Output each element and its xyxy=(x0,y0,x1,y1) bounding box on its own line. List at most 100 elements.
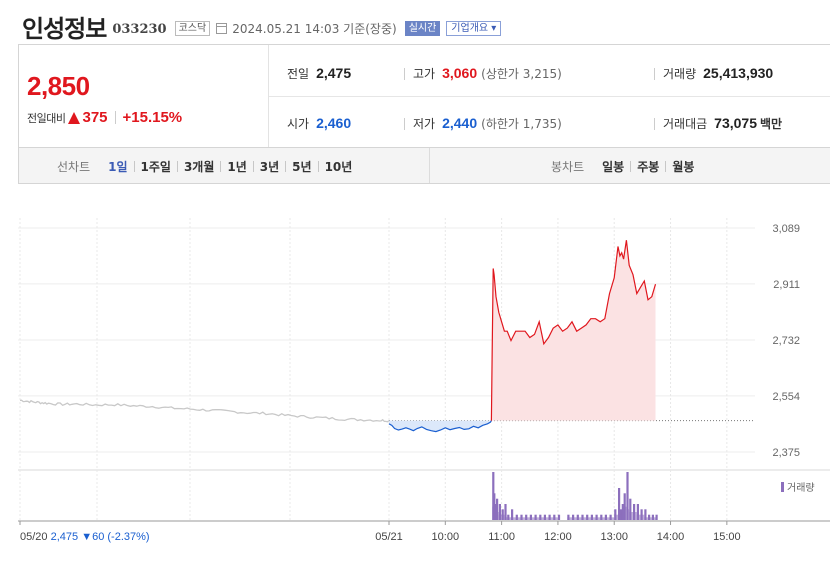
volume-bar xyxy=(501,514,505,520)
down-arrow-icon: ▼ xyxy=(81,531,92,543)
x-tick-label: 11:00 xyxy=(488,531,515,543)
tab-candle-0[interactable]: 일봉 xyxy=(602,159,625,174)
upper-limit: (상한가 3,215) xyxy=(481,67,562,81)
tab-line-period-1[interactable]: 1주일 xyxy=(140,159,171,174)
volume-bar xyxy=(511,517,516,520)
volume-bar xyxy=(626,509,630,520)
volume-bar xyxy=(619,509,623,520)
y-tick-label: 3,089 xyxy=(772,223,800,235)
volume-bar xyxy=(590,517,596,520)
volume-bar xyxy=(576,517,582,520)
down-price-line xyxy=(388,420,492,433)
volume-bar xyxy=(567,517,572,520)
chart-grid xyxy=(18,218,830,522)
volume-bar xyxy=(557,514,561,520)
x-tick-label: 13:00 xyxy=(600,531,628,543)
volume-bar xyxy=(496,512,499,520)
stock-code: 033230 xyxy=(112,21,167,37)
trade-amount: 거래대금 73,075 백만 xyxy=(654,115,782,132)
intraday-chart[interactable]: 3,089 2,911 2,732 2,554 2,375 거래량 05/21 10:00… xyxy=(0,190,830,565)
y-tick-label: 2,375 xyxy=(772,447,800,459)
prev-day-date: 05/20 xyxy=(20,531,51,543)
tab-separator xyxy=(133,160,135,172)
up-price-line xyxy=(490,240,657,421)
volume-bar xyxy=(636,504,639,520)
volume-bar xyxy=(494,512,496,520)
tab-line-period-5[interactable]: 5년 xyxy=(292,159,312,174)
volume-bar xyxy=(623,506,627,520)
volume: 거래량 25,413,930 xyxy=(654,65,773,82)
change-row: 전일대비 375 +15.15% xyxy=(27,109,182,126)
volume-bar xyxy=(623,493,626,520)
lower-limit: (하한가 1,735) xyxy=(481,117,562,131)
x-tick-label: 14:00 xyxy=(657,531,685,543)
y-tick-label: 2,911 xyxy=(773,279,800,291)
volume-bar xyxy=(636,514,641,520)
volume-bar xyxy=(539,517,544,520)
volume-bar xyxy=(507,517,511,520)
volume-bar xyxy=(529,517,535,520)
tab-candle-2[interactable]: 월봉 xyxy=(672,159,695,174)
volume-bar xyxy=(515,517,521,520)
volume-bar xyxy=(655,514,658,520)
tab-line-period-0[interactable]: 1일 xyxy=(108,159,128,174)
market-badge: 코스닥 xyxy=(174,20,211,36)
prev-day-line xyxy=(20,399,390,423)
volume-bar xyxy=(586,517,591,520)
volume-bar xyxy=(626,472,629,520)
volume-bar xyxy=(511,509,514,520)
volume-bar xyxy=(525,517,530,520)
volume-bar xyxy=(618,514,620,520)
volume-bar xyxy=(548,517,554,520)
volume-bar xyxy=(633,512,637,520)
tab-line-period-6[interactable]: 10년 xyxy=(324,159,353,174)
day-high: 고가 3,060 (상한가 3,215) xyxy=(404,65,562,82)
divider xyxy=(269,96,830,97)
volume-bar xyxy=(651,517,656,520)
x-tick-label: 10:00 xyxy=(432,531,460,543)
volume-bar xyxy=(640,514,645,520)
volume-bar xyxy=(520,517,526,520)
volume-bar xyxy=(614,509,617,520)
line-chart-tabs: 선차트 1일 1주일 3개월 1년 3년 5년 10년 xyxy=(57,148,358,184)
change-label: 전일대비 xyxy=(27,111,66,125)
candle-chart-caption: 봉차트 xyxy=(551,159,585,174)
current-price-area: 2,850 전일대비 375 +15.15% xyxy=(19,45,269,147)
tab-separator xyxy=(220,160,222,172)
stock-header: 인성정보 033230 코스닥 2024.05.21 14:03 기준(장중) … xyxy=(22,8,822,44)
volume-bar xyxy=(501,509,504,520)
volume-bar xyxy=(614,514,618,520)
chart-period-tabs: 선차트 1일 1주일 3개월 1년 3년 5년 10년 봉차트 일봉 주봉 월봉 xyxy=(18,148,830,184)
tab-separator xyxy=(665,160,667,172)
company-overview-button[interactable]: 기업개요 ▾ xyxy=(446,20,502,36)
tab-candle-1[interactable]: 주봉 xyxy=(637,159,660,174)
tab-line-period-3[interactable]: 1년 xyxy=(227,159,247,174)
up-arrow-icon xyxy=(68,111,81,124)
price-summary: 2,850 전일대비 375 +15.15% 전일 2,475 고가 3,060… xyxy=(18,44,830,148)
volume-bar xyxy=(629,498,632,520)
realtime-button[interactable]: 실시간 xyxy=(404,20,441,36)
tab-separator xyxy=(176,160,178,172)
volume-bar xyxy=(498,514,502,520)
volume-bar xyxy=(534,517,540,520)
volume-bar xyxy=(629,512,633,520)
calendar-icon xyxy=(216,23,228,34)
volume-bar xyxy=(504,517,508,520)
prev-day-rate: (-2.37%) xyxy=(107,531,149,543)
volume-bar xyxy=(621,512,624,520)
candle-chart-tabs: 봉차트 일봉 주봉 월봉 xyxy=(551,148,700,184)
prev-close: 전일 2,475 xyxy=(287,65,352,81)
prev-day-change: 60 xyxy=(92,531,107,543)
tab-line-period-2[interactable]: 3개월 xyxy=(183,159,215,174)
volume-bar xyxy=(619,514,622,520)
prev-day-series xyxy=(20,399,390,423)
tab-separator xyxy=(252,160,254,172)
volume-bar xyxy=(493,512,495,520)
volume-legend-label: 거래량 xyxy=(787,482,815,494)
stock-name: 인성정보 xyxy=(22,13,107,43)
volume-bar xyxy=(504,504,507,520)
tab-line-period-4[interactable]: 3년 xyxy=(259,159,280,174)
open-price: 시가 2,460 xyxy=(287,115,352,131)
x-tick-label: 15:00 xyxy=(713,531,741,543)
line-chart-caption: 선차트 xyxy=(57,159,91,174)
